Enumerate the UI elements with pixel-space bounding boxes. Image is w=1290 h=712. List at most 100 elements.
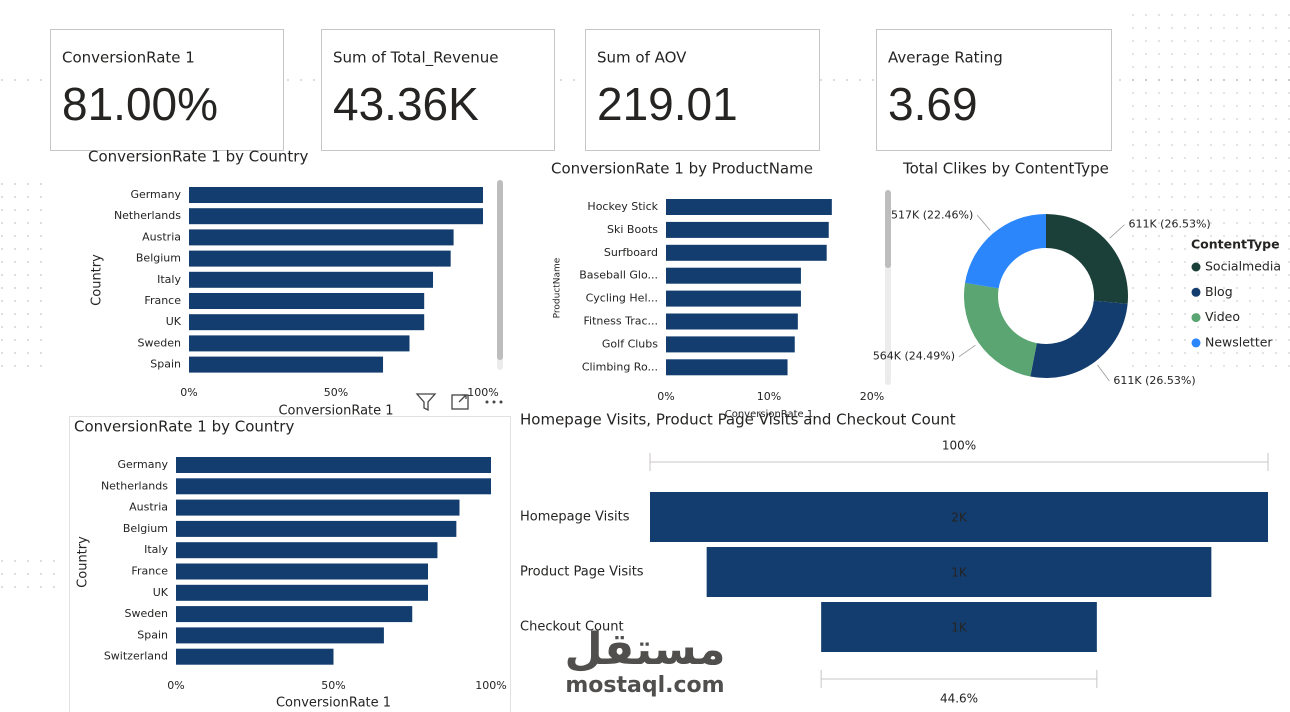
bar [176, 606, 413, 623]
legend-marker [1191, 262, 1201, 272]
donut-slice [1046, 214, 1128, 304]
kpi-value: 81.00% [62, 78, 218, 130]
scrollbar-thumb[interactable] [885, 190, 891, 268]
bar [176, 520, 457, 537]
x-tick-label: 50% [321, 679, 345, 692]
kpi-label: Sum of Total_Revenue [333, 49, 499, 68]
bar [176, 648, 334, 665]
chart-title: ConversionRate 1 by Country [74, 418, 294, 436]
kpi-card [876, 29, 1112, 151]
chart-title: Homepage Visits, Product Page Visits and… [520, 411, 956, 429]
kpi-value: 219.01 [597, 78, 738, 130]
bar [189, 208, 483, 225]
kpi-label: Average Rating [888, 49, 1003, 67]
y-tick-label: Golf Clubs [602, 337, 658, 350]
kpi-label: ConversionRate 1 [62, 49, 195, 67]
canvas-dots [0, 175, 50, 375]
y-tick-label: Fitness Trac... [584, 315, 659, 328]
x-tick-label: 50% [324, 386, 348, 399]
bar [666, 313, 798, 330]
bar [176, 478, 491, 495]
legend-marker [1191, 287, 1201, 297]
bar [176, 563, 428, 580]
chart-title: ConversionRate 1 by ProductName [551, 160, 813, 178]
x-axis-title: ConversionRate 1 [725, 409, 814, 420]
y-tick-label: Italy [144, 543, 168, 556]
bar [189, 293, 425, 309]
x-tick-label: 0% [657, 390, 674, 403]
focus-icon[interactable] [451, 394, 469, 410]
y-tick-label: France [131, 565, 168, 578]
x-axis-title: ConversionRate 1 [278, 404, 393, 419]
chart-title: ConversionRate 1 by Country [88, 148, 308, 166]
kpi-value: 3.69 [888, 78, 978, 130]
bar [176, 457, 491, 473]
kpi-card [50, 29, 284, 151]
canvas-dots [1130, 10, 1290, 370]
data-label: 517K (22.46%) [891, 208, 973, 221]
funnel-bar [650, 492, 1268, 542]
y-tick-label: Austria [142, 230, 181, 243]
x-tick-label: 0% [167, 679, 184, 692]
y-tick-label: Sweden [125, 607, 168, 620]
bar [189, 271, 434, 288]
x-tick-label: 100% [467, 386, 498, 399]
bar [666, 290, 801, 307]
category-label: Product Page Visits [520, 565, 644, 580]
bar [189, 250, 451, 267]
x-tick-label: 10% [757, 390, 781, 403]
visual-toolbar [415, 393, 503, 412]
donut-slice [964, 282, 1037, 377]
bar [189, 356, 384, 373]
funnel-bar [821, 602, 1097, 652]
bar [189, 314, 425, 331]
bar [189, 229, 454, 246]
bar [666, 221, 829, 238]
y-tick-label: UK [166, 315, 182, 328]
data-label: 564K (24.49%) [873, 350, 955, 363]
scrollbar-thumb[interactable] [497, 180, 503, 360]
kpi-label: Sum of AOV [597, 49, 687, 67]
funnel-bar [706, 547, 1212, 597]
legend-marker [1191, 313, 1201, 323]
y-axis-title: Country [90, 254, 105, 306]
bar [176, 499, 460, 516]
data-label: 611K (26.53%) [1128, 218, 1210, 231]
data-label: 611K (26.53%) [1113, 374, 1195, 387]
leader-line [1109, 224, 1125, 239]
filter-icon[interactable] [415, 393, 437, 412]
y-tick-label: Netherlands [114, 209, 181, 222]
bar [189, 187, 483, 203]
bar [189, 335, 410, 352]
legend-label: Newsletter [1205, 334, 1273, 349]
kpi-value: 43.36K [333, 78, 479, 130]
x-tick-label: 100% [475, 679, 506, 692]
kpi-card [585, 29, 820, 151]
more-icon[interactable] [485, 400, 503, 404]
leader-line [958, 344, 976, 357]
chart-title: Total Clikes by ContentType [902, 160, 1109, 178]
bar [176, 542, 438, 559]
donut-slice [1030, 300, 1128, 379]
bar [176, 584, 428, 601]
canvas-dots [0, 560, 60, 590]
y-tick-label: UK [153, 586, 169, 599]
legend-title: ContentType [1191, 237, 1280, 252]
legend-label: Socialmedia [1205, 259, 1281, 274]
y-tick-label: Ski Boots [607, 223, 658, 236]
donut-slice [965, 214, 1046, 289]
x-tick-label: 20% [860, 390, 884, 403]
y-tick-label: Sweden [138, 336, 181, 349]
y-axis-title: ProductName [553, 257, 563, 318]
y-tick-label: Austria [129, 501, 168, 514]
leader-line [1097, 364, 1110, 382]
bar [666, 267, 801, 284]
y-tick-label: Switzerland [104, 650, 168, 663]
y-tick-label: Spain [137, 628, 168, 641]
category-label: Checkout Count [520, 620, 624, 635]
bar [176, 627, 384, 644]
y-tick-label: Baseball Glo... [579, 269, 658, 282]
y-tick-label: Climbing Ro... [582, 360, 658, 373]
